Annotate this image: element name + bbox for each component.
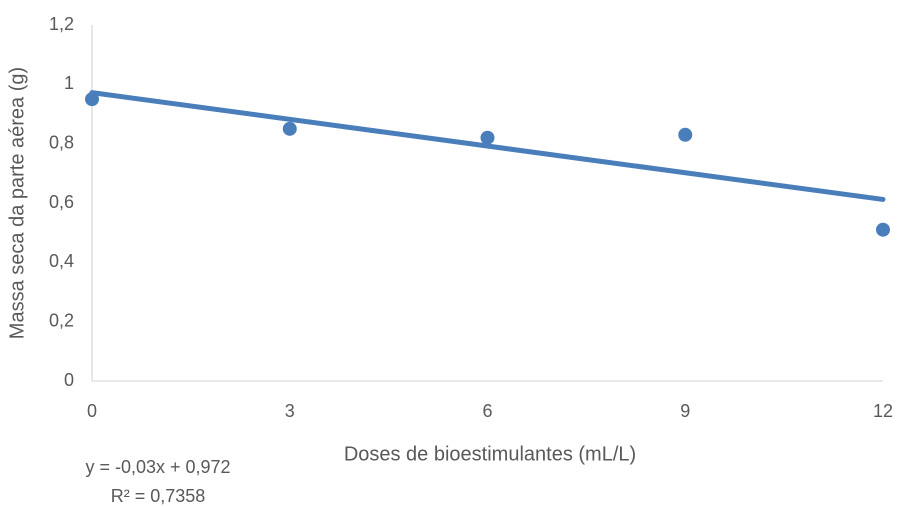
point (480, 130, 495, 145)
x-tick-label: 3 (285, 401, 295, 421)
trend-r2: R² = 0,7358 (111, 486, 206, 506)
point (282, 121, 297, 136)
x-tick-label: 0 (87, 401, 97, 421)
point (85, 92, 99, 107)
y-tick-label: 0,6 (49, 192, 74, 212)
y-tick-label: 0 (64, 370, 74, 390)
y-tick-label: 0,4 (49, 251, 74, 271)
x-tick-label: 9 (680, 401, 690, 421)
trendline (89, 90, 886, 202)
y-tick-label: 1 (64, 73, 74, 93)
y-axis-title: Massa seca da parte aérea (g) (6, 67, 28, 339)
point (876, 222, 890, 237)
x-tick-label: 12 (873, 401, 893, 421)
x-tick-label: 6 (482, 401, 492, 421)
y-tick-label: 0,2 (49, 310, 74, 330)
point (678, 127, 693, 142)
trend-equation: y = -0,03x + 0,972 (85, 457, 230, 477)
y-tick-label: 0,8 (49, 132, 74, 152)
x-axis-title: Doses de bioestimulantes (mL/L) (344, 443, 636, 465)
y-tick-label: 1,2 (49, 14, 74, 34)
